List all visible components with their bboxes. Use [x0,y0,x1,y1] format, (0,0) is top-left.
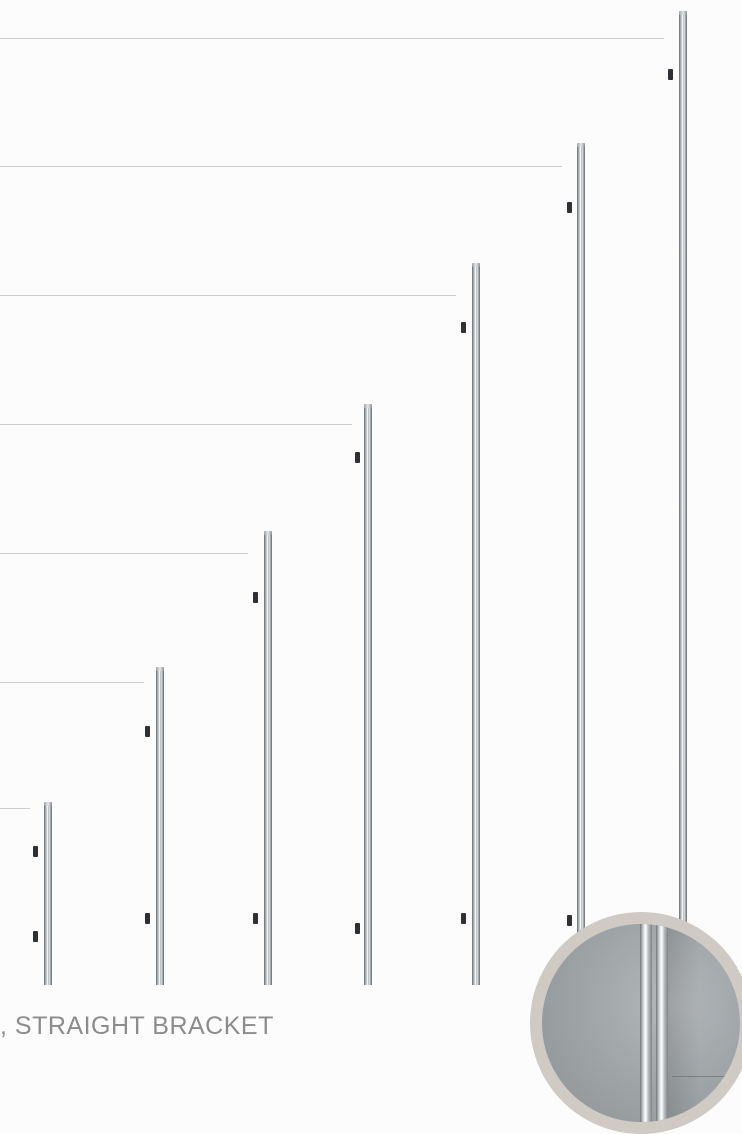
pull-handle-rod [264,531,272,985]
rod-end-cap [156,667,164,671]
guide-line-6 [0,166,562,167]
detail-edge-line [672,1076,740,1077]
guide-line-4 [0,424,352,425]
zoom-detail-image [542,924,740,1122]
zoom-detail-icon [530,912,742,1134]
rod-end-cap [577,143,585,147]
product-caption: , STRAIGHT BRACKET [0,1012,274,1040]
guide-line-2 [0,682,144,683]
guide-line-1 [0,808,30,809]
pull-handle-rod [44,802,52,985]
mount-bracket-icon [355,923,360,934]
rod-end-cap [364,404,372,408]
mount-bracket-icon [567,202,572,213]
detail-rod-left [640,924,652,1122]
rod-end-cap [44,802,52,806]
mount-bracket-icon [567,915,572,926]
guide-line-3 [0,553,248,554]
mount-bracket-icon [33,846,38,857]
mount-bracket-icon [33,931,38,942]
mount-bracket-icon [461,913,466,924]
pull-handle-rod [577,143,585,936]
rod-end-cap [679,11,687,15]
rod-end-cap [472,263,480,267]
mount-bracket-icon [145,726,150,737]
pull-handle-rod [156,667,164,985]
guide-line-7 [0,38,664,39]
rod-end-cap [264,531,272,535]
guide-line-5 [0,295,456,296]
mount-bracket-icon [145,913,150,924]
detail-rod-right [656,924,668,1122]
mount-bracket-icon [355,452,360,463]
pull-handle-rod [679,11,687,934]
pull-handle-rod [364,404,372,985]
mount-bracket-icon [253,592,258,603]
mount-bracket-icon [253,913,258,924]
mount-bracket-icon [668,69,673,80]
pull-handle-rod [472,263,480,985]
mount-bracket-icon [461,322,466,333]
